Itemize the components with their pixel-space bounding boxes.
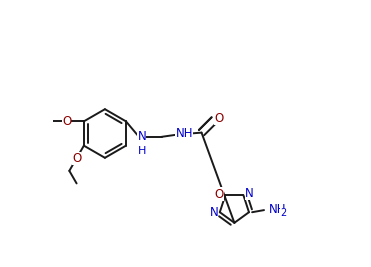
Text: 2: 2 [280, 208, 286, 218]
Text: N: N [137, 130, 146, 143]
Text: O: O [62, 115, 71, 128]
Text: NH: NH [269, 203, 286, 215]
Text: O: O [72, 152, 81, 165]
Text: O: O [214, 112, 224, 125]
Text: N: N [245, 187, 253, 200]
Text: H: H [138, 146, 146, 156]
Text: O: O [214, 187, 224, 201]
Text: N: N [210, 206, 219, 219]
Text: NH: NH [175, 127, 193, 140]
